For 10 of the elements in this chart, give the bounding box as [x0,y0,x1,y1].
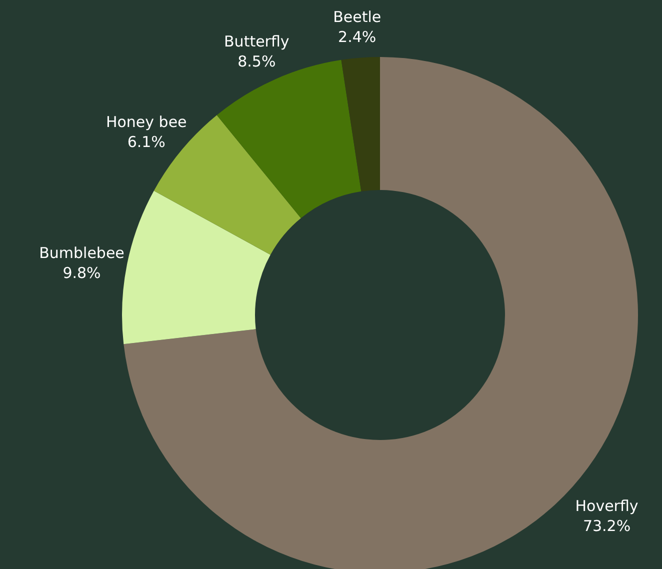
slice-label: Hoverfly [575,496,638,515]
data-label: 2.4% [338,28,376,46]
data-label: 6.1% [127,132,166,151]
slice-label: Bumblebee [39,244,124,262]
data-label: 9.8% [62,264,101,282]
slice-label: Beetle [333,8,382,26]
data-label: 73.2% [582,516,631,535]
slice-label: Butterfly [224,32,290,50]
data-label: 8.5% [238,52,276,70]
slice-label: Honey bee [106,112,187,131]
